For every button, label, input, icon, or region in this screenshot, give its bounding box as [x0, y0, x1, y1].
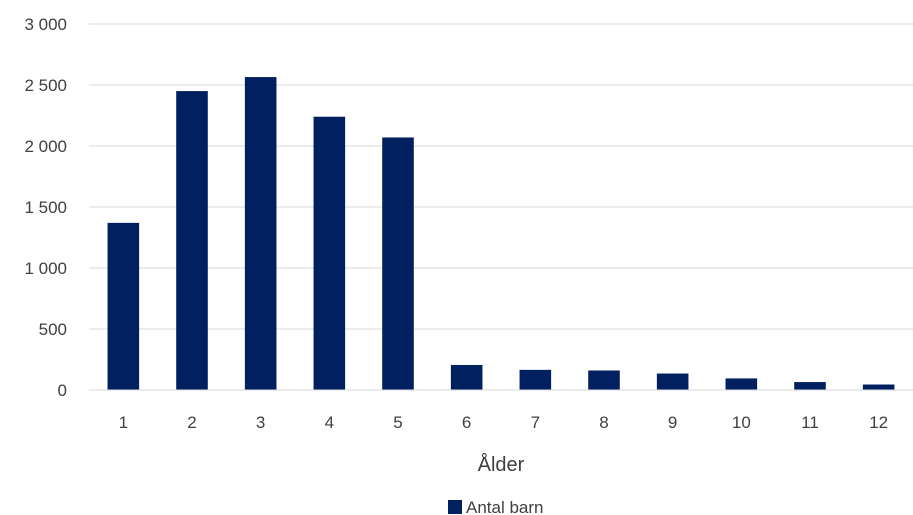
bar — [656, 373, 689, 390]
bar — [794, 382, 826, 390]
x-tick-label: 11 — [801, 413, 819, 432]
bar — [107, 222, 140, 390]
x-axis-title: Ålder — [478, 453, 525, 476]
bar — [313, 116, 346, 390]
bar — [588, 370, 620, 390]
bars — [107, 77, 895, 390]
y-tick-label: 0 — [58, 381, 67, 400]
y-tick-label: 2 500 — [24, 76, 67, 95]
legend: Antal barn — [448, 498, 544, 515]
x-axis-ticks: 1 2 3 4 5 6 7 8 9 10 11 12 — [119, 413, 889, 432]
bar — [176, 91, 208, 390]
x-tick-label: 3 — [256, 413, 265, 432]
bar — [862, 384, 895, 390]
x-tick-label: 6 — [462, 413, 471, 432]
x-tick-label: 7 — [531, 413, 540, 432]
x-tick-label: 10 — [732, 413, 751, 432]
y-tick-label: 3 000 — [24, 15, 67, 34]
bar — [382, 137, 414, 390]
bar — [725, 378, 758, 390]
x-tick-label: 4 — [325, 413, 334, 432]
x-tick-label: 9 — [668, 413, 677, 432]
legend-swatch — [448, 500, 462, 514]
y-tick-label: 500 — [39, 320, 67, 339]
x-tick-label: 2 — [187, 413, 196, 432]
y-axis-ticks: 0 500 1 000 1 500 2 000 2 500 3 000 — [24, 15, 67, 400]
x-tick-label: 8 — [599, 413, 608, 432]
bar — [519, 369, 552, 390]
y-tick-label: 1 000 — [24, 259, 67, 278]
y-tick-label: 1 500 — [24, 198, 67, 217]
y-tick-label: 2 000 — [24, 137, 67, 156]
x-tick-label: 1 — [119, 413, 128, 432]
legend-label: Antal barn — [466, 498, 544, 515]
gridlines — [89, 23, 913, 330]
x-tick-label: 5 — [393, 413, 402, 432]
x-tick-label: 12 — [869, 413, 888, 432]
bar — [244, 77, 277, 390]
bar — [450, 364, 483, 390]
